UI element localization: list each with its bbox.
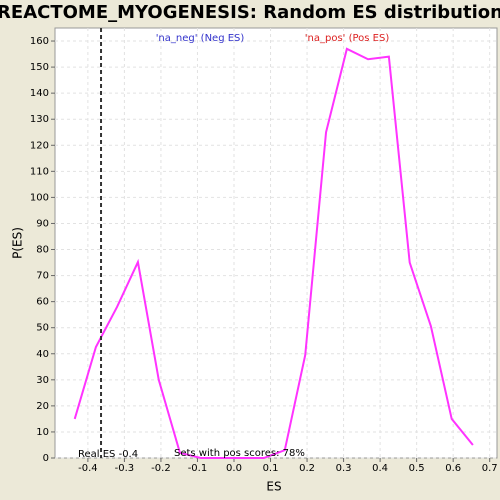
y-tick-label: 130 (30, 114, 49, 125)
x-tick-label: 0.7 (482, 463, 498, 474)
y-tick-label: 10 (36, 427, 49, 438)
x-tick-label: 0.5 (409, 463, 425, 474)
legend-label: 'na_neg' (Neg ES) (156, 33, 245, 44)
x-tick-label: -0.1 (188, 463, 208, 474)
y-tick-label: 140 (30, 88, 49, 99)
y-tick-label: 150 (30, 62, 49, 73)
x-tick-label: -0.2 (151, 463, 171, 474)
plot-area (54, 27, 498, 459)
series-line (73, 47, 474, 459)
y-tick-label: 70 (36, 271, 49, 282)
y-tick-label: 30 (36, 375, 49, 386)
x-tick-label: -0.3 (115, 463, 135, 474)
y-axis-label: P(ES) (11, 227, 25, 259)
x-tick-label: 0.2 (299, 463, 315, 474)
x-tick-label: 0.0 (226, 463, 242, 474)
x-tick-label: 0.3 (336, 463, 352, 474)
x-tick-label: 0.4 (372, 463, 388, 474)
y-tick-label: 40 (36, 349, 49, 360)
pos-scores-label: Sets with pos scores: 78% (174, 448, 305, 459)
y-tick-label: 100 (30, 192, 49, 203)
y-tick-label: 120 (30, 140, 49, 151)
y-tick-label: 50 (36, 323, 49, 334)
y-tick-label: 160 (30, 36, 49, 47)
chart-title: REACTOME_MYOGENESIS: Random ES distribut… (0, 2, 500, 23)
y-tick-label: 110 (30, 166, 49, 177)
y-tick-label: 80 (36, 245, 49, 256)
legend-label: 'na_pos' (Pos ES) (305, 33, 390, 44)
y-tick-label: 0 (43, 453, 49, 464)
x-tick-label: 0.1 (263, 463, 279, 474)
y-tick-label: 20 (36, 401, 49, 412)
y-tick-label: 60 (36, 297, 49, 308)
real-es-label: Real ES -0.4 (78, 449, 138, 460)
x-axis-label: ES (266, 480, 281, 494)
y-tick-label: 90 (36, 218, 49, 229)
x-tick-label: 0.6 (445, 463, 461, 474)
x-tick-label: -0.4 (78, 463, 98, 474)
